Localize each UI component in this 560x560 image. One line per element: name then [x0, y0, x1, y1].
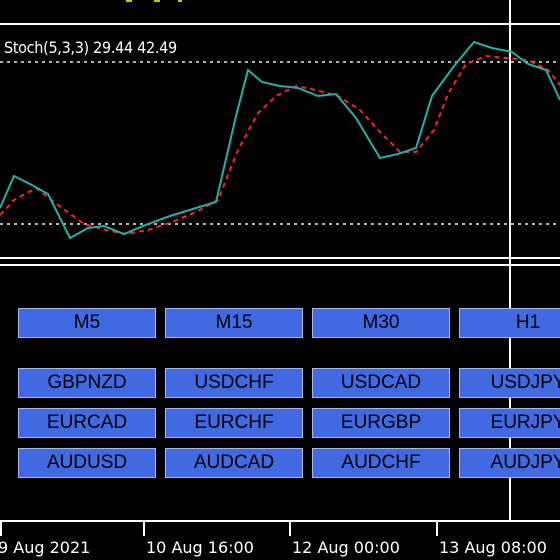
- time-axis-tick: [143, 522, 145, 536]
- symbol-button-usdjpy[interactable]: USDJPY: [459, 368, 560, 398]
- stochastic-subwindow: [0, 40, 560, 240]
- time-axis-label: 12 Aug 00:00: [292, 538, 400, 557]
- timeframe-button-m15[interactable]: M15: [165, 308, 303, 338]
- time-axis-line: [0, 520, 560, 522]
- time-axis-label: 13 Aug 08:00: [439, 538, 547, 557]
- window-separator-bottom-1: [0, 257, 560, 259]
- time-axis-label: 10 Aug 16:00: [146, 538, 254, 557]
- symbol-button-gbpnzd[interactable]: GBPNZD: [18, 368, 156, 398]
- stochastic-signal-line: [0, 54, 560, 236]
- timeframe-button-h1[interactable]: H1: [459, 308, 560, 338]
- timeframe-button-m30[interactable]: M30: [312, 308, 450, 338]
- window-separator-bottom-2: [0, 264, 560, 266]
- symbol-button-eurchf[interactable]: EURCHF: [165, 408, 303, 438]
- indicator-label: Stoch(5,3,3) 29.44 42.49: [4, 38, 177, 57]
- symbol-button-eurcad[interactable]: EURCAD: [18, 408, 156, 438]
- time-axis-tick: [0, 522, 2, 536]
- symbol-button-eurjpy[interactable]: EURJPY: [459, 408, 560, 438]
- symbol-button-eurgbp[interactable]: EURGBP: [312, 408, 450, 438]
- symbol-button-usdcad[interactable]: USDCAD: [312, 368, 450, 398]
- symbol-button-audcad[interactable]: AUDCAD: [165, 448, 303, 478]
- price-chart-remnant: [126, 0, 182, 2]
- time-axis-label: 9 Aug 2021: [0, 538, 91, 557]
- time-axis-tick: [436, 522, 438, 536]
- symbol-button-audchf[interactable]: AUDCHF: [312, 448, 450, 478]
- timeframe-button-m5[interactable]: M5: [18, 308, 156, 338]
- symbol-button-audusd[interactable]: AUDUSD: [18, 448, 156, 478]
- time-axis-tick: [289, 522, 291, 536]
- symbol-button-usdchf[interactable]: USDCHF: [165, 368, 303, 398]
- symbol-button-audjpy[interactable]: AUDJPY: [459, 448, 560, 478]
- stochastic-main-line: [0, 40, 560, 240]
- period-separator-line: [509, 0, 511, 520]
- window-separator-top: [0, 23, 560, 25]
